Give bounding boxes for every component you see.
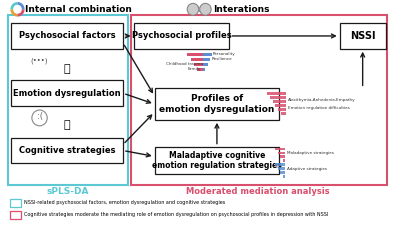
FancyBboxPatch shape: [276, 104, 286, 107]
FancyBboxPatch shape: [191, 58, 202, 61]
FancyBboxPatch shape: [276, 163, 285, 166]
FancyBboxPatch shape: [155, 146, 279, 174]
FancyBboxPatch shape: [197, 68, 202, 70]
FancyBboxPatch shape: [187, 53, 202, 56]
FancyBboxPatch shape: [194, 63, 202, 65]
Text: Childhood trauma: Childhood trauma: [166, 62, 203, 66]
FancyBboxPatch shape: [11, 80, 123, 106]
Circle shape: [200, 3, 211, 15]
Text: 👥: 👥: [63, 63, 70, 74]
FancyBboxPatch shape: [280, 155, 285, 158]
Text: Internal combination: Internal combination: [25, 5, 132, 14]
FancyBboxPatch shape: [283, 160, 285, 162]
FancyBboxPatch shape: [280, 171, 285, 174]
FancyBboxPatch shape: [155, 88, 279, 120]
FancyBboxPatch shape: [202, 68, 206, 70]
Text: Moderated mediation analysis: Moderated mediation analysis: [186, 187, 330, 196]
Text: Psychosocial factors: Psychosocial factors: [18, 32, 115, 40]
FancyBboxPatch shape: [131, 15, 387, 185]
Text: :(: :(: [36, 112, 42, 122]
FancyBboxPatch shape: [278, 167, 285, 170]
FancyBboxPatch shape: [270, 96, 286, 99]
Text: Psychosocial profiles: Psychosocial profiles: [132, 32, 231, 40]
Text: 💡: 💡: [63, 120, 70, 130]
FancyBboxPatch shape: [267, 92, 286, 95]
FancyBboxPatch shape: [134, 23, 229, 49]
FancyBboxPatch shape: [10, 199, 21, 207]
FancyBboxPatch shape: [202, 53, 212, 56]
FancyBboxPatch shape: [276, 148, 285, 150]
Text: Adaptive strategies: Adaptive strategies: [287, 167, 327, 171]
Text: (•••): (•••): [31, 57, 48, 64]
FancyBboxPatch shape: [11, 23, 123, 49]
FancyBboxPatch shape: [272, 100, 286, 103]
Text: NSSI: NSSI: [350, 31, 376, 41]
Text: sPLS-DA: sPLS-DA: [46, 187, 89, 196]
Text: Interations: Interations: [213, 5, 270, 14]
Text: Cognitive strategies moderate the mediating role of emotion dysregulation on psy: Cognitive strategies moderate the mediat…: [24, 212, 328, 217]
Text: NSSI-related psychosocial factors, emotion dysregulation and cognitive strategie: NSSI-related psychosocial factors, emoti…: [24, 200, 226, 205]
Text: Maladaptive cognitive
emotion regulation strategies: Maladaptive cognitive emotion regulation…: [152, 151, 282, 170]
Text: Maladaptive strategies: Maladaptive strategies: [287, 151, 334, 155]
FancyBboxPatch shape: [281, 112, 286, 115]
FancyBboxPatch shape: [283, 175, 285, 178]
Text: Cognitive strategies: Cognitive strategies: [19, 146, 115, 155]
Text: Resilience: Resilience: [211, 57, 232, 61]
Text: Emotion dysregulation: Emotion dysregulation: [13, 89, 121, 98]
Text: Emotion regulation difficulties: Emotion regulation difficulties: [288, 106, 350, 110]
FancyBboxPatch shape: [278, 151, 285, 154]
Circle shape: [187, 3, 199, 15]
Text: Alexithymia,Anhedonia,Empathy: Alexithymia,Anhedonia,Empathy: [288, 98, 356, 102]
FancyBboxPatch shape: [202, 58, 210, 61]
FancyBboxPatch shape: [11, 138, 123, 163]
FancyBboxPatch shape: [202, 63, 208, 65]
Text: Profiles of
emotion dysregulation: Profiles of emotion dysregulation: [159, 94, 275, 114]
FancyBboxPatch shape: [340, 23, 386, 49]
FancyBboxPatch shape: [278, 108, 286, 111]
Text: Family: Family: [187, 67, 200, 71]
FancyBboxPatch shape: [10, 211, 21, 219]
Text: Personality: Personality: [213, 52, 236, 56]
FancyBboxPatch shape: [8, 15, 128, 185]
